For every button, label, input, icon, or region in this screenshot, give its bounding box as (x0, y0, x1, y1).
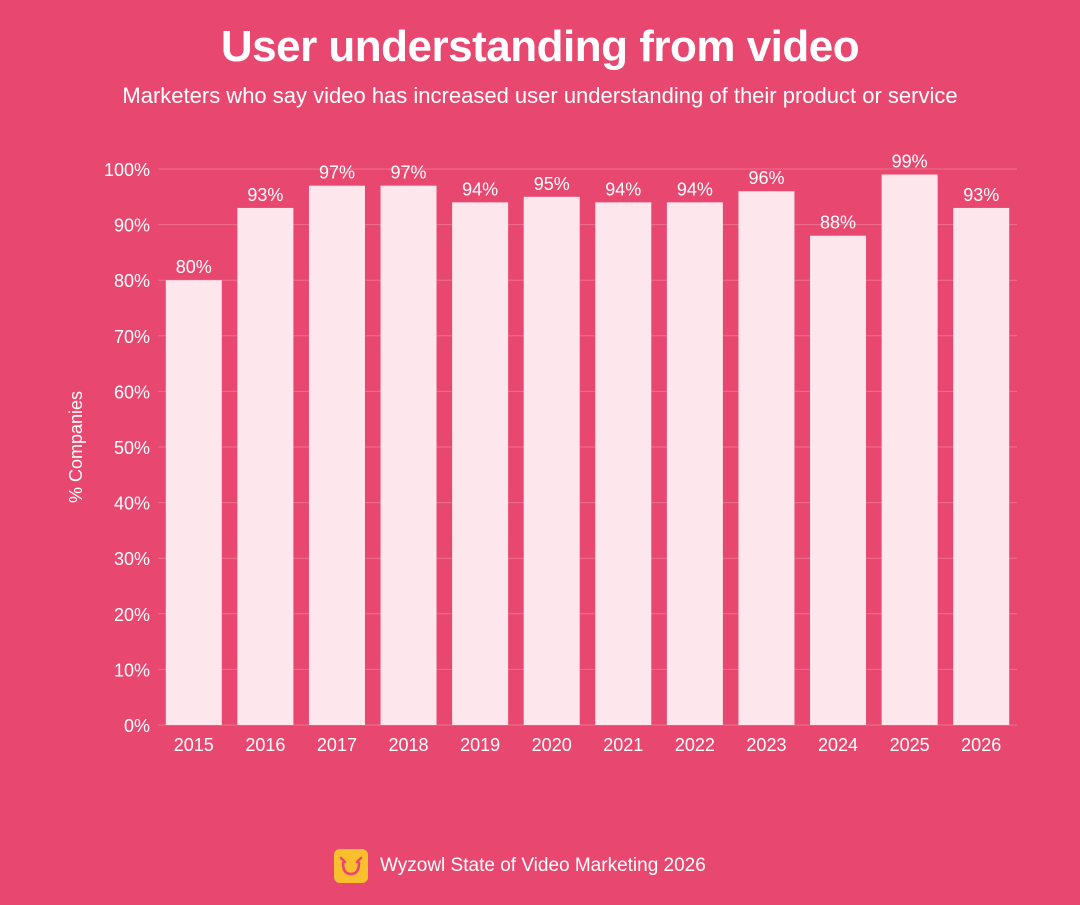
x-tick-label: 2018 (389, 735, 429, 755)
value-labels: 80% 93% 97% 97% 94% 95% 94% 94% 96% 88% 99% 93% (176, 152, 999, 278)
y-tick-label: 60% (114, 382, 150, 402)
x-tick-label: 2024 (818, 735, 858, 755)
source-footer: Wyzowl State of Video Marketing 2026 (334, 848, 706, 884)
x-tick-label: 2017 (317, 735, 357, 755)
x-tick-label: 2025 (890, 735, 930, 755)
bar-2021 (595, 202, 652, 726)
x-tick-label: 2019 (460, 735, 500, 755)
y-axis-ticks: 0% 10% 20% 30% 40% 50% 60% 70% 80% 90% 100% (104, 160, 150, 736)
y-axis-label: % Companies (66, 391, 86, 503)
bar-2020 (523, 196, 580, 726)
bar-2023 (738, 191, 795, 726)
y-tick-label: 100% (104, 160, 150, 180)
x-tick-label: 2026 (961, 735, 1001, 755)
owl-icon (339, 856, 363, 876)
bar-2018 (380, 185, 437, 725)
bar-2015 (165, 280, 222, 725)
value-label: 97% (391, 163, 427, 183)
value-label: 80% (176, 257, 212, 277)
bar-chart: 80% 93% 97% 97% 94% 95% 94% 94% 96% 88% 99% 93% 0% 1… (66, 152, 1017, 755)
chart-subtitle: Marketers who say video has increased us… (122, 83, 958, 108)
x-axis-ticks: 2015 2016 2017 2018 2019 2020 2021 2022 2023 2024… (174, 735, 1001, 755)
y-tick-label: 30% (114, 549, 150, 569)
value-label: 93% (963, 185, 999, 205)
bar-2025 (881, 174, 938, 725)
value-label: 88% (820, 213, 856, 233)
y-tick-label: 10% (114, 660, 150, 680)
bar-2022 (666, 202, 723, 726)
value-label: 94% (462, 179, 498, 199)
y-tick-label: 70% (114, 327, 150, 347)
source-text: Wyzowl State of Video Marketing 2026 (380, 855, 706, 876)
bar-2024 (810, 235, 867, 725)
y-tick-label: 20% (114, 605, 150, 625)
wyzowl-owl-icon (334, 849, 368, 883)
y-tick-label: 80% (114, 271, 150, 291)
x-tick-label: 2020 (532, 735, 572, 755)
bar-2026 (953, 207, 1010, 726)
value-label: 95% (534, 174, 570, 194)
bar-2017 (308, 185, 365, 725)
bars (165, 174, 1010, 726)
value-label: 96% (748, 168, 784, 188)
y-tick-label: 40% (114, 494, 150, 514)
value-label: 94% (677, 179, 713, 199)
value-label: 93% (247, 185, 283, 205)
value-label: 97% (319, 163, 355, 183)
value-label: 99% (892, 152, 928, 172)
x-tick-label: 2021 (603, 735, 643, 755)
bar-2016 (237, 207, 294, 726)
value-label: 94% (605, 179, 641, 199)
x-tick-label: 2022 (675, 735, 715, 755)
x-tick-label: 2023 (746, 735, 786, 755)
bar-2019 (452, 202, 509, 726)
y-tick-label: 50% (114, 438, 150, 458)
y-tick-label: 0% (124, 716, 150, 736)
gridlines (158, 168, 1017, 726)
y-tick-label: 90% (114, 216, 150, 236)
chart-title: User understanding from video (220, 22, 860, 71)
x-tick-label: 2015 (174, 735, 214, 755)
x-tick-label: 2016 (245, 735, 285, 755)
